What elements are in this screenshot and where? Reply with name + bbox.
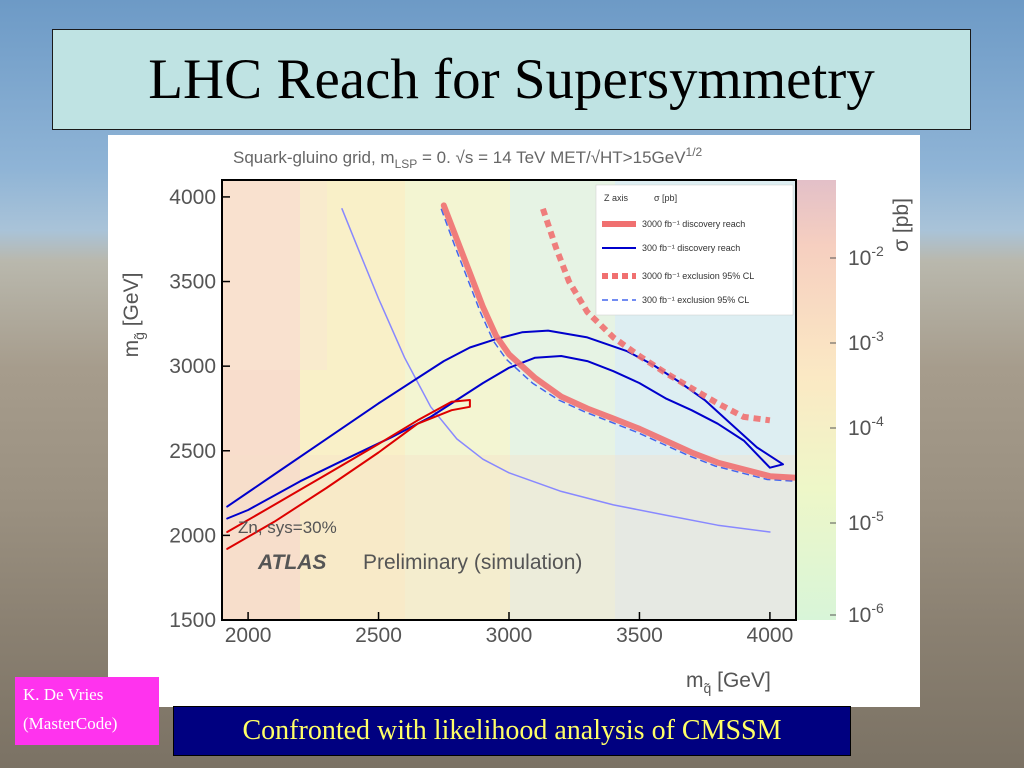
z-tick-label-1: 10-3 xyxy=(848,328,884,355)
series-line-2 xyxy=(540,207,771,424)
caption-box: Confronted with likelihood analysis of C… xyxy=(173,706,851,756)
y-axis-label: mg̃ [GeV] xyxy=(120,273,147,358)
legend-label-3000-discovery: 3000 fb⁻¹ discovery reach xyxy=(642,219,745,229)
x-tick-label-3000: 3000 xyxy=(486,624,533,647)
y-tick-label-3500: 3500 xyxy=(169,271,216,294)
y-tick-label-3000: 3000 xyxy=(169,355,216,378)
legend-header-left: Z axis xyxy=(604,193,629,203)
author-name: K. De Vries xyxy=(23,685,104,704)
slide-title-box: LHC Reach for Supersymmetry xyxy=(52,29,971,130)
y-axis-ticks: 1500 2000 2500 3000 3500 4000 xyxy=(169,186,230,632)
x-tick-label-2500: 2500 xyxy=(355,624,402,647)
chart-svg: Squark-gluino grid, mLSP = 0. √s = 14 Te… xyxy=(120,145,913,696)
slide-title: LHC Reach for Supersymmetry xyxy=(148,48,875,111)
chart-figure: Squark-gluino grid, mLSP = 0. √s = 14 Te… xyxy=(108,135,920,707)
y-tick-label-4000: 4000 xyxy=(169,186,216,209)
x-tick-label-3500: 3500 xyxy=(616,624,663,647)
preliminary-label: Preliminary (simulation) xyxy=(363,551,582,574)
legend-header-right: σ [pb] xyxy=(654,193,677,203)
series-line-1 xyxy=(440,208,796,482)
plot-frame xyxy=(221,179,797,621)
caption-text: Confronted with likelihood analysis of C… xyxy=(242,715,782,746)
chart-series-group xyxy=(226,202,796,550)
author-affiliation: (MasterCode) xyxy=(23,714,118,733)
x-axis-label: mq̃ [GeV] xyxy=(686,669,771,696)
series-line-5 xyxy=(341,208,771,533)
legend-label-300-discovery: 300 fb⁻¹ discovery reach xyxy=(642,243,740,253)
series-line-3 xyxy=(226,329,784,520)
atlas-label: ATLAS xyxy=(257,551,326,574)
x-tick-label-4000: 4000 xyxy=(747,624,794,647)
z-color-bar xyxy=(796,180,836,620)
zn-annotation: Zn, sys=30% xyxy=(238,518,337,537)
y-tick-label-2000: 2000 xyxy=(169,524,216,547)
legend-label-300-exclusion: 300 fb⁻¹ exclusion 95% CL xyxy=(642,295,749,305)
chart-title: Squark-gluino grid, mLSP = 0. √s = 14 Te… xyxy=(233,145,703,171)
y-tick-label-2500: 2500 xyxy=(169,440,216,463)
z-tick-label-3: 10-5 xyxy=(848,508,884,535)
x-axis-ticks: 2000 2500 3000 3500 4000 xyxy=(225,612,794,647)
z-tick-label-4: 10-6 xyxy=(848,600,884,627)
z-tick-label-2: 10-4 xyxy=(848,413,884,440)
series-line-4 xyxy=(226,399,471,550)
legend-label-3000-exclusion: 3000 fb⁻¹ exclusion 95% CL xyxy=(642,271,754,281)
y-tick-label-1500: 1500 xyxy=(169,609,216,632)
z-tick-label-0: 10-2 xyxy=(848,243,884,270)
x-tick-label-2000: 2000 xyxy=(225,624,272,647)
series-line-0 xyxy=(440,202,796,481)
z-axis-label: σ [pb] xyxy=(890,198,913,252)
author-box: K. De Vries (MasterCode) xyxy=(15,677,159,745)
z-axis-ticks: 10-2 10-3 10-4 10-5 10-6 xyxy=(830,243,884,627)
chart-legend: Z axis σ [pb] 3000 fb⁻¹ discovery reach … xyxy=(595,184,794,316)
